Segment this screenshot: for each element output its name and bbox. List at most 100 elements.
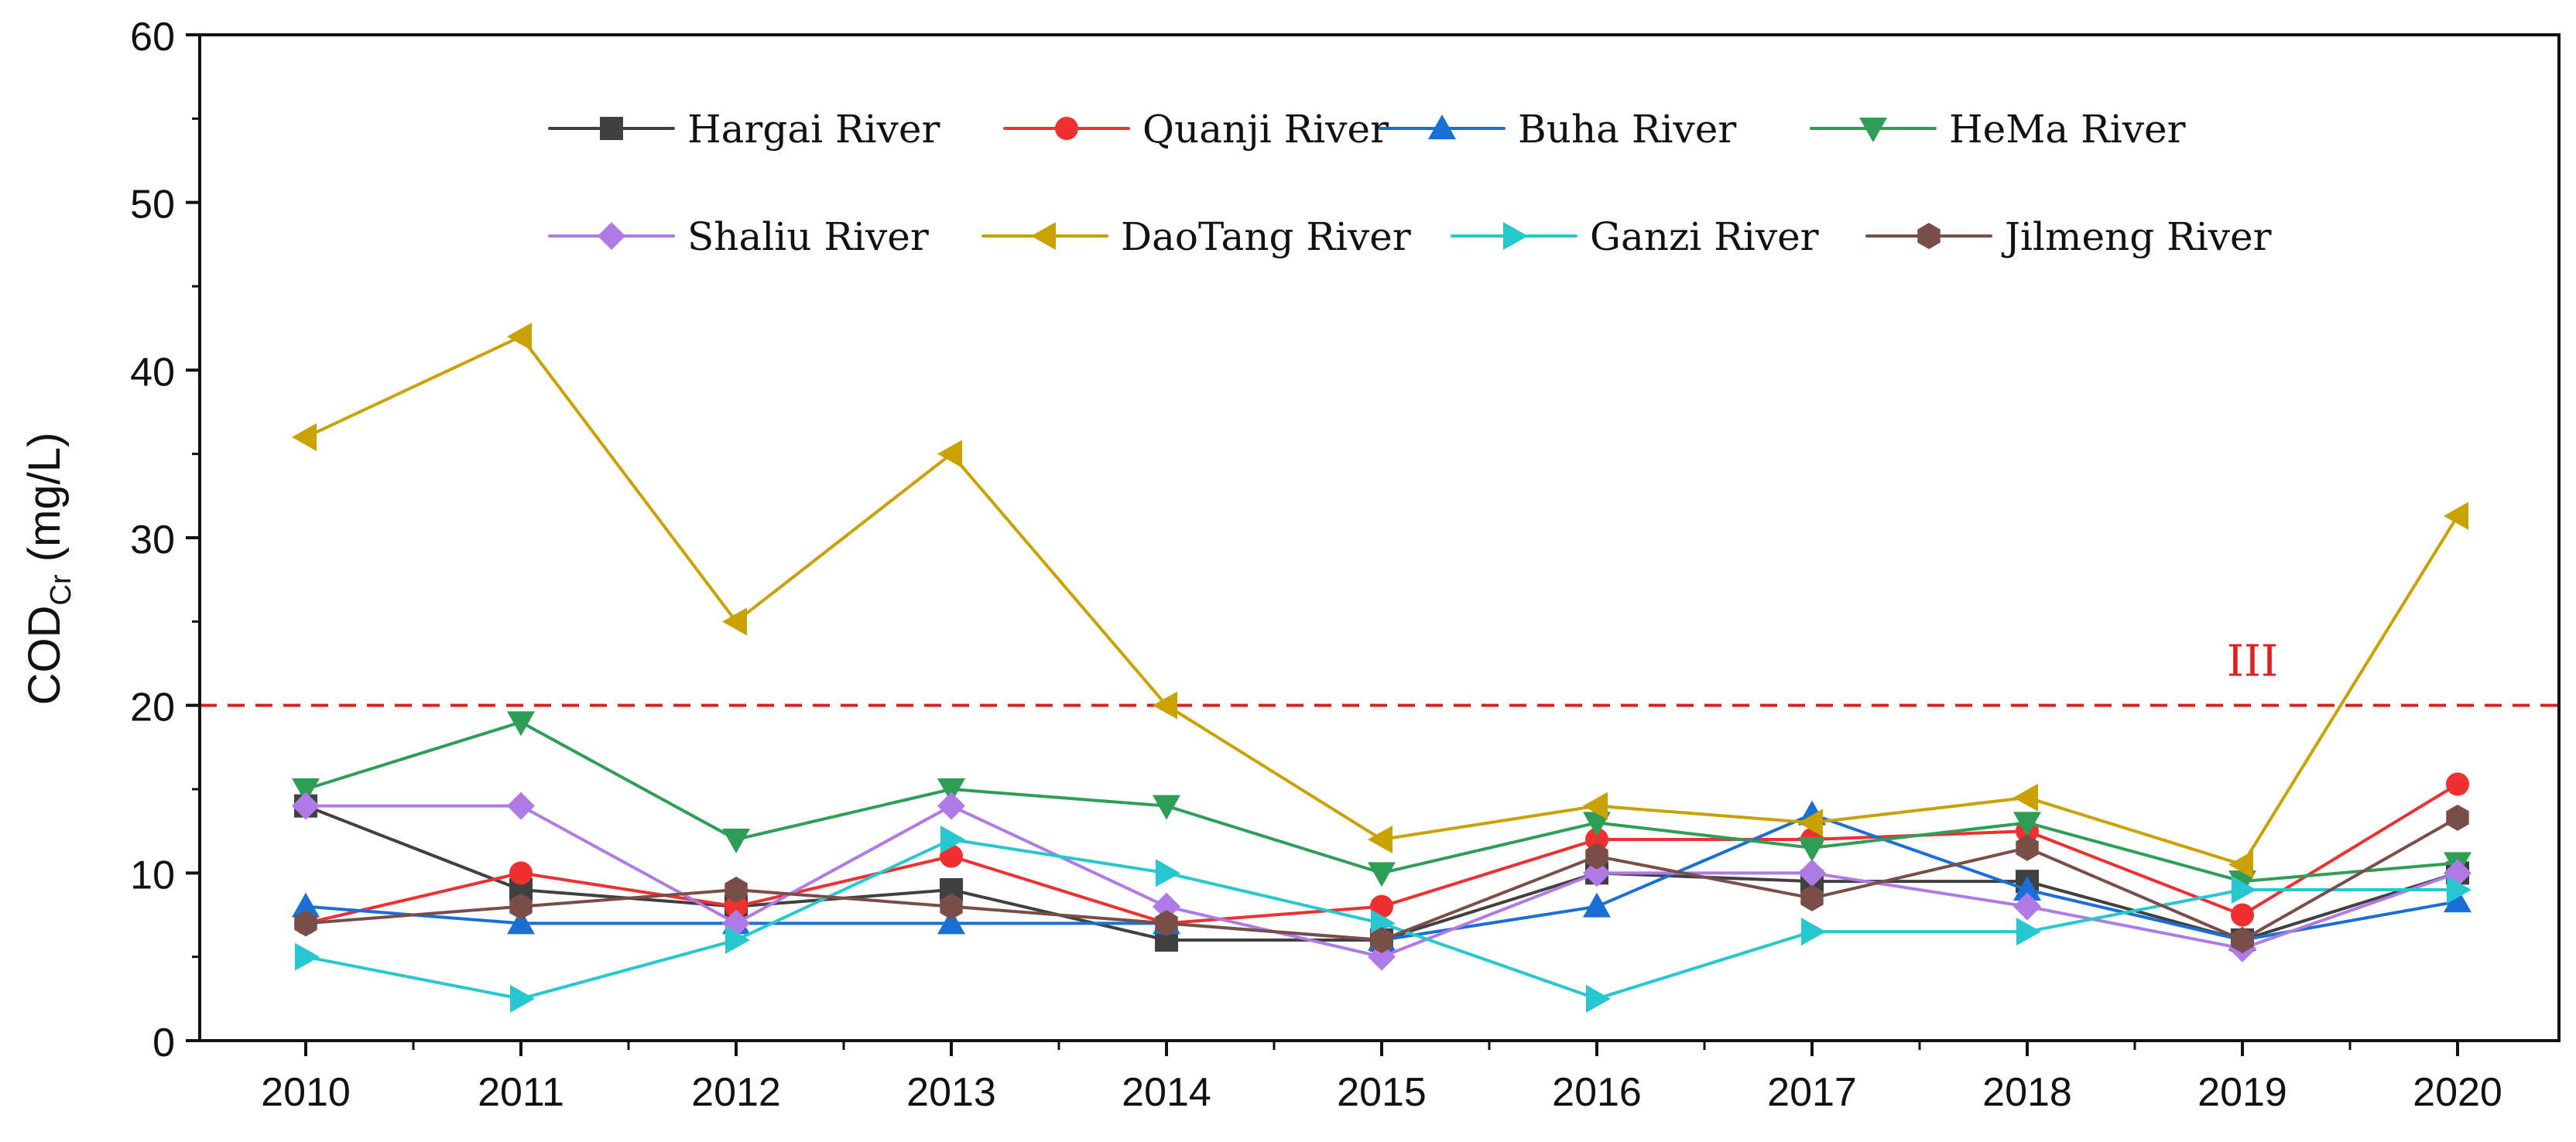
legend-item-hema-river: HeMa River <box>1810 107 2186 152</box>
legend-marker <box>1917 223 1941 249</box>
data-point <box>2231 903 2254 927</box>
data-point <box>1155 910 1178 937</box>
x-tick-label: 2014 <box>1122 1070 1211 1115</box>
y-tick-label: 10 <box>130 853 175 898</box>
data-point <box>1585 843 1608 870</box>
legend-marker <box>598 222 625 250</box>
series-line <box>304 335 2459 867</box>
x-tick-label: 2017 <box>1767 1070 1857 1115</box>
legend-marker <box>1503 222 1528 250</box>
y-tick-label: 30 <box>130 518 175 562</box>
y-axis-label-subscript: Cr <box>45 574 77 605</box>
series-line <box>304 720 2459 884</box>
data-point <box>724 877 748 903</box>
x-tick-label: 2019 <box>2197 1070 2287 1115</box>
legend-label: Jilmeng River <box>2001 214 2272 259</box>
data-point <box>2013 892 2041 921</box>
data-point <box>937 778 965 803</box>
series-ganzi-river <box>295 826 2472 1013</box>
data-point <box>1800 884 1824 911</box>
data-point <box>722 829 750 853</box>
data-point <box>2013 876 2041 901</box>
data-point <box>1583 792 1608 820</box>
data-point <box>1798 836 1826 862</box>
legend-item-hargai-river: Hargai River <box>548 107 940 152</box>
data-point <box>1585 828 1608 851</box>
y-tick-label: 50 <box>130 183 175 227</box>
series-daotang-river <box>292 323 2468 879</box>
legend: Hargai River Quanji River Buha River HeMa R… <box>548 107 2272 259</box>
data-point <box>2013 783 2038 812</box>
data-point <box>292 792 320 820</box>
data-point <box>937 909 965 935</box>
data-point <box>937 792 965 820</box>
data-point <box>2447 876 2472 904</box>
data-point <box>292 778 320 803</box>
data-point <box>507 909 535 935</box>
legend-label: Shaliu River <box>687 214 929 259</box>
data-point <box>722 607 747 636</box>
data-point <box>1153 691 1177 720</box>
legend-label: Buha River <box>1518 107 1736 152</box>
data-point <box>1153 892 1180 921</box>
data-point <box>2444 887 2472 913</box>
reference-layer: III <box>200 637 2559 707</box>
y-tick-label: 20 <box>130 686 175 730</box>
legend-marker <box>1428 115 1456 139</box>
data-point <box>725 926 750 954</box>
data-point <box>507 792 535 820</box>
data-point <box>1583 892 1611 918</box>
data-point <box>937 439 962 468</box>
legend-item-daotang-river: DaoTang River <box>981 214 1411 259</box>
data-point <box>724 894 748 918</box>
x-tick-label: 2016 <box>1552 1070 1642 1115</box>
legend-item-quanji-river: Quanji River <box>1003 107 1389 152</box>
reference-line-label: III <box>2227 637 2278 687</box>
data-point <box>292 423 317 451</box>
legend-item-shaliu-river: Shaliu River <box>548 214 929 259</box>
legend-label: DaoTang River <box>1121 214 1411 259</box>
data-point <box>1583 812 1611 837</box>
y-axis-label-main: COD <box>19 605 70 705</box>
data-point <box>1368 942 1396 971</box>
data-point <box>1368 862 1396 887</box>
data-point <box>1583 859 1611 887</box>
legend-marker <box>1031 222 1056 250</box>
legend-marker <box>600 117 623 140</box>
data-point <box>1801 918 1826 946</box>
legend-marker <box>1055 117 1078 140</box>
series-layer <box>292 323 2472 1013</box>
data-point <box>509 893 533 920</box>
data-point <box>2232 876 2256 904</box>
data-point <box>2013 812 2041 837</box>
plot-frame <box>198 33 2561 1042</box>
data-point <box>940 893 963 920</box>
data-point <box>507 323 532 350</box>
data-point <box>295 942 320 971</box>
data-point <box>1368 826 1392 853</box>
y-tick-label: 40 <box>130 350 175 395</box>
data-point <box>2016 834 2039 861</box>
data-point <box>2446 804 2469 831</box>
y-axis-label: CODCr (mg/L) <box>19 433 77 706</box>
y-axis-label-unit: (mg/L) <box>19 433 70 575</box>
legend-label: Quanji River <box>1142 107 1389 152</box>
x-tick-label: 2013 <box>906 1070 996 1115</box>
legend-label: Ganzi River <box>1590 214 1819 259</box>
data-point <box>510 984 535 1013</box>
data-point <box>2228 850 2253 879</box>
data-point <box>507 711 535 737</box>
legend-marker <box>1859 118 1887 142</box>
data-point <box>2446 772 2469 796</box>
series-hema-river <box>292 711 2472 896</box>
legend-item-jilmeng-river: Jilmeng River <box>1865 214 2272 259</box>
data-point <box>1586 984 1611 1013</box>
legend-label: Hargai River <box>687 107 940 152</box>
data-point <box>1798 809 1823 837</box>
x-tick-label: 2010 <box>261 1070 351 1115</box>
data-point <box>509 861 533 885</box>
data-point <box>2444 501 2468 530</box>
y-tick-label: 60 <box>130 15 175 60</box>
x-tick-label: 2015 <box>1337 1070 1427 1115</box>
